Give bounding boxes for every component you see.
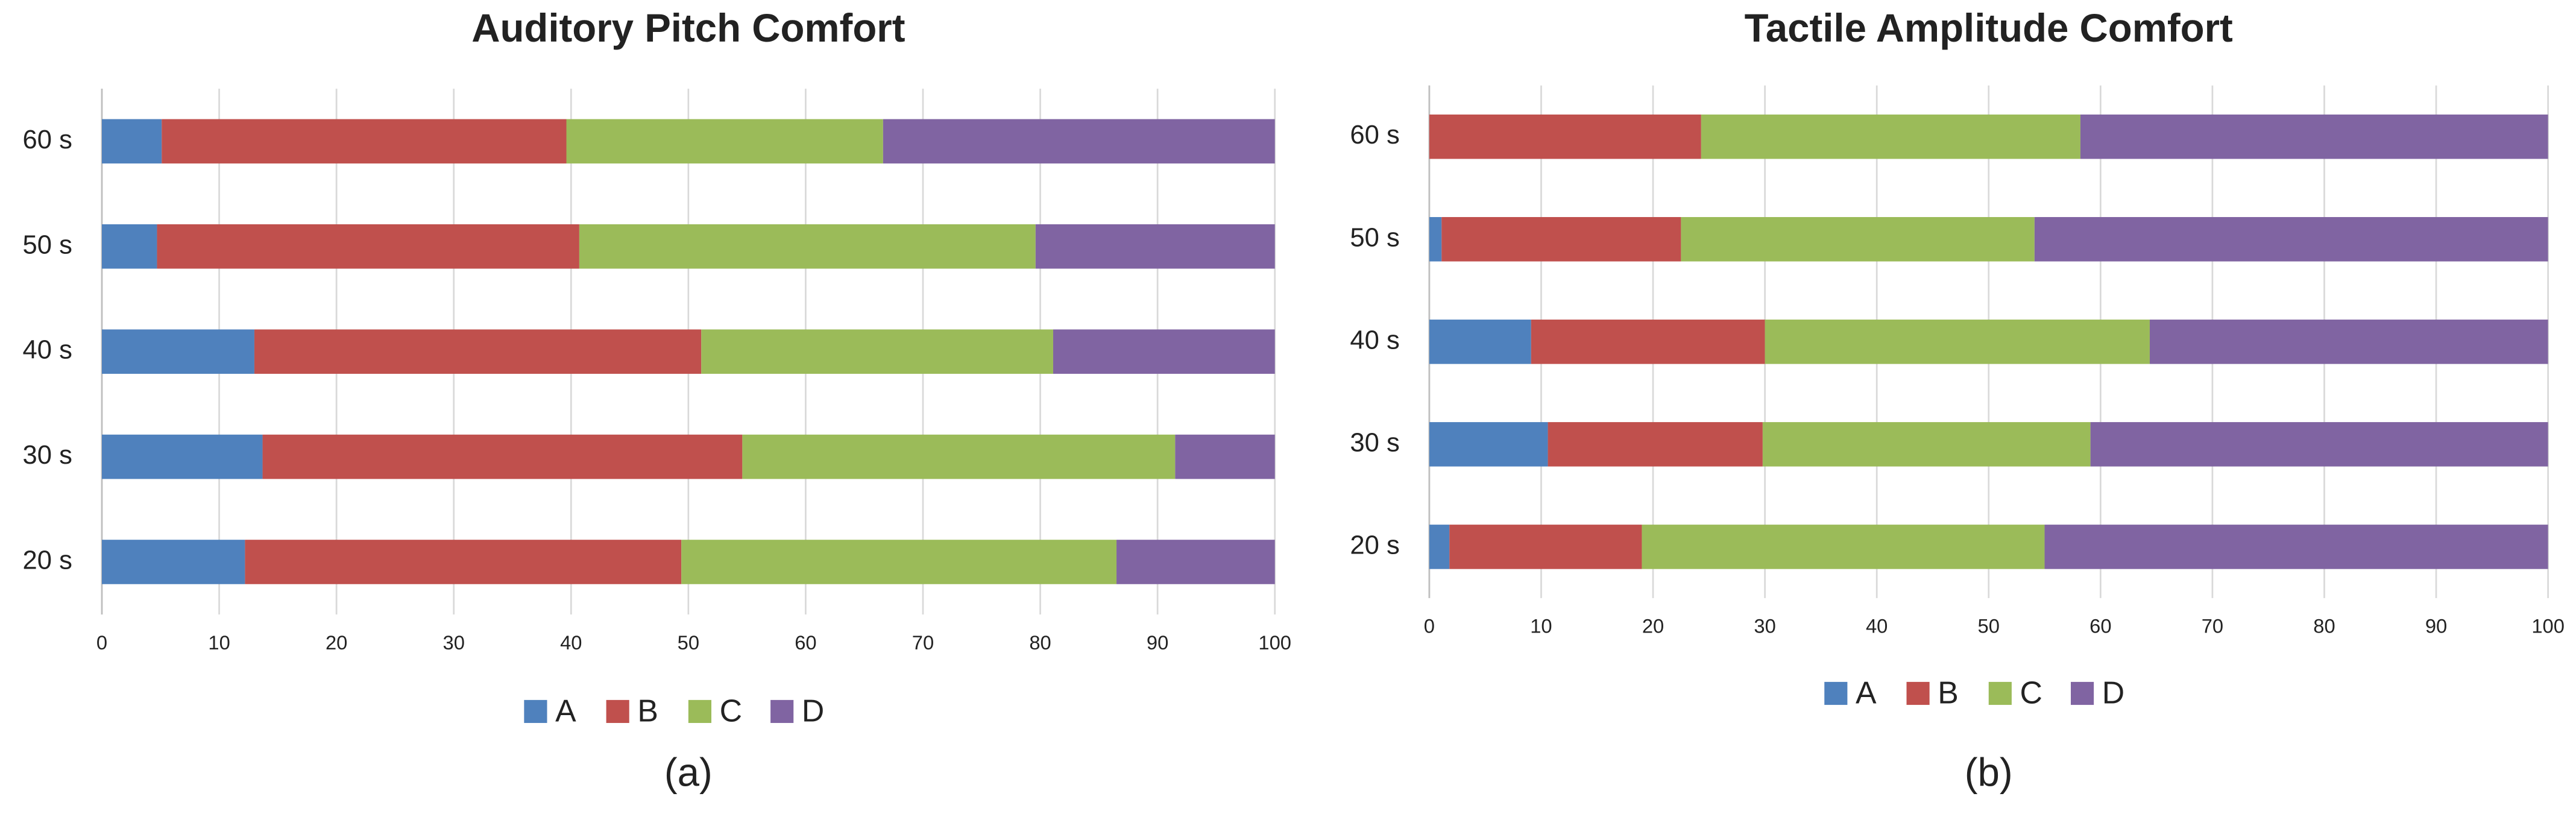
x-tick-label: 90 (2425, 615, 2447, 637)
y-tick-label: 60 s (23, 125, 72, 154)
bar-segment (1765, 320, 2150, 364)
x-tick-label: 100 (2531, 615, 2565, 637)
bar-segment (681, 540, 1117, 584)
bar-segment (1762, 422, 2091, 467)
bar-segment (701, 329, 1053, 374)
x-tick-label: 90 (1147, 631, 1168, 654)
x-tick-label: 0 (1424, 615, 1435, 637)
bar-segment (2090, 422, 2548, 467)
bar-segment (883, 119, 1275, 164)
bar-segment (742, 434, 1176, 479)
bar-segment (1681, 216, 2035, 262)
x-tick-label: 100 (1258, 631, 1291, 654)
legend-swatch (1988, 681, 2012, 705)
bar-segment (262, 434, 743, 479)
x-tick-label: 70 (2202, 615, 2223, 637)
y-tick-label: 50 s (23, 230, 72, 259)
y-tick-label: 30 s (1350, 428, 1399, 457)
bar-segment (1429, 114, 1701, 159)
bar-segment (1429, 422, 1548, 467)
bar-segment (101, 119, 162, 164)
bar-segment (2044, 525, 2548, 569)
bar-segment (579, 224, 1036, 269)
bar-segment (1429, 525, 1450, 569)
x-tick-label: 10 (208, 631, 230, 654)
x-tick-label: 70 (912, 631, 934, 654)
legend-swatch (524, 699, 547, 724)
bar-segment (1441, 216, 1681, 262)
y-tick-label: 30 s (23, 441, 72, 470)
bar-segment (1531, 320, 1765, 364)
y-tick-label: 40 s (1350, 326, 1399, 355)
bar-segment (101, 540, 245, 584)
bar-segment (1116, 540, 1275, 584)
bar-segment (566, 119, 883, 164)
legend-label: B (637, 693, 658, 728)
bar-segment (1548, 422, 1763, 467)
legend-label: D (2102, 675, 2124, 710)
legend-swatch (1824, 681, 1848, 705)
x-tick-label: 30 (443, 631, 465, 654)
x-tick-label: 60 (795, 631, 816, 654)
x-tick-label: 10 (1530, 615, 1552, 637)
legend-label: C (2020, 675, 2042, 710)
bar-segment (2080, 114, 2548, 159)
y-tick-label: 60 s (1350, 121, 1399, 150)
bar-segment (101, 224, 157, 269)
bar-segment (1429, 216, 1442, 262)
legend-swatch (1906, 681, 1930, 705)
bar-segment (1449, 525, 1642, 569)
bar-segment (101, 329, 254, 374)
x-tick-label: 30 (1754, 615, 1775, 637)
x-tick-label: 60 (2089, 615, 2111, 637)
bar-segment (1642, 525, 2045, 569)
legend-label: C (720, 693, 742, 728)
x-tick-label: 80 (2313, 615, 2335, 637)
x-tick-label: 20 (1642, 615, 1664, 637)
chart-caption: (a) (664, 751, 713, 795)
x-tick-label: 0 (96, 631, 107, 654)
legend-swatch (688, 699, 712, 724)
x-tick-label: 80 (1029, 631, 1051, 654)
chart-caption: (b) (1965, 751, 2013, 795)
legend-label: B (1938, 675, 1959, 710)
x-tick-label: 40 (560, 631, 582, 654)
bar-segment (254, 329, 702, 374)
x-tick-label: 40 (1866, 615, 1888, 637)
bar-segment (1429, 320, 1531, 364)
legend-label: D (802, 693, 824, 728)
legend-swatch (770, 699, 794, 724)
y-tick-label: 20 s (23, 546, 72, 575)
y-tick-label: 50 s (1350, 223, 1399, 252)
chart-title: Auditory Pitch Comfort (471, 6, 905, 50)
bar-segment (1701, 114, 2080, 159)
chart-title: Tactile Amplitude Comfort (1745, 6, 2233, 50)
bar-segment (162, 119, 567, 164)
legend-label: A (555, 693, 576, 728)
legend-swatch (2070, 681, 2094, 705)
bar-segment (1053, 329, 1275, 374)
y-tick-label: 20 s (1350, 531, 1399, 560)
bar-segment (2149, 320, 2548, 364)
bar-segment (157, 224, 579, 269)
x-tick-label: 20 (326, 631, 347, 654)
bar-segment (1035, 224, 1275, 269)
bar-segment (2034, 216, 2548, 262)
x-tick-label: 50 (678, 631, 699, 654)
legend-label: A (1856, 675, 1877, 710)
legend-swatch (606, 699, 629, 724)
bar-segment (1175, 434, 1275, 479)
x-tick-label: 50 (1978, 615, 2000, 637)
y-tick-label: 40 s (23, 336, 72, 365)
bar-segment (245, 540, 682, 584)
bar-segment (101, 434, 263, 479)
